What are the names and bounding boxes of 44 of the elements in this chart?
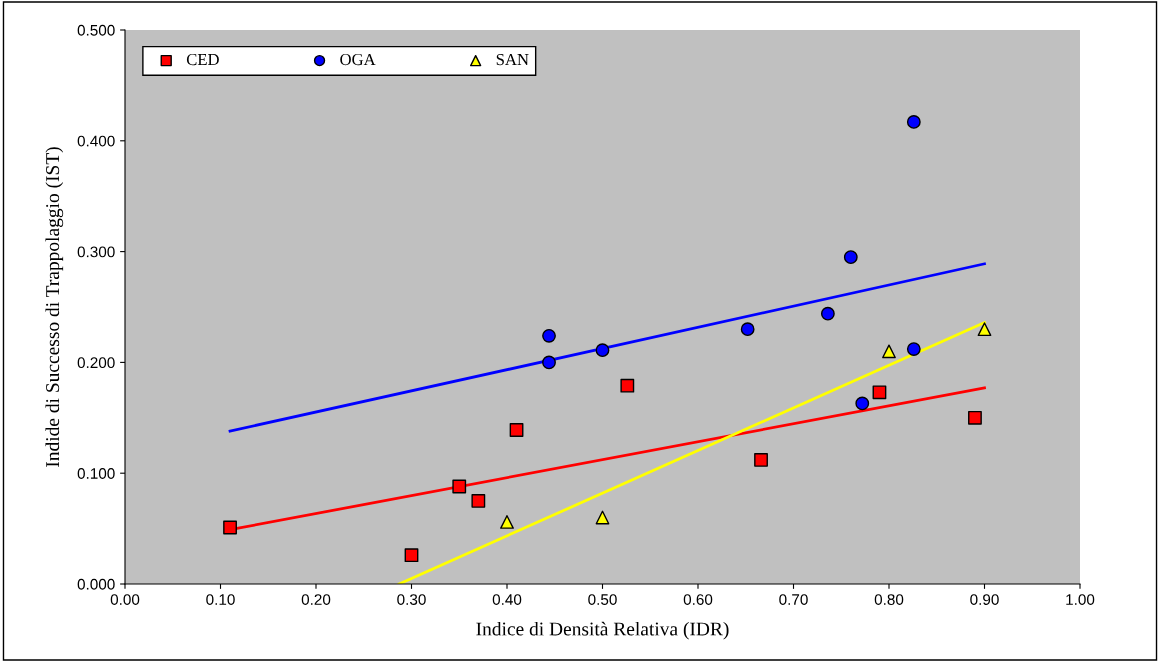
x-tick-label: 0.20 xyxy=(301,594,331,605)
x-tick-label: 0.80 xyxy=(874,594,904,605)
y-tick-label: 0.200 xyxy=(77,357,115,369)
x-tick-label: 0.00 xyxy=(110,594,140,605)
legend-label: SAN xyxy=(496,53,529,66)
x-tick-label: 0.40 xyxy=(492,594,522,605)
y-tick-label: 0.300 xyxy=(77,246,115,258)
point xyxy=(968,410,982,425)
point xyxy=(843,250,858,265)
point xyxy=(855,396,870,411)
point xyxy=(754,452,768,467)
point xyxy=(542,355,556,370)
point xyxy=(872,385,887,400)
point xyxy=(404,548,419,563)
x-tick-label: 0.90 xyxy=(970,594,999,605)
point xyxy=(882,344,896,359)
y-tick-label: 0.000 xyxy=(77,578,115,590)
point xyxy=(595,510,610,525)
point xyxy=(471,493,486,508)
y-tick-label: 0.100 xyxy=(77,468,115,479)
x-tick-label: 0.10 xyxy=(206,594,235,605)
point xyxy=(500,515,514,529)
point xyxy=(509,423,524,437)
point xyxy=(906,115,921,129)
point xyxy=(542,328,556,343)
point xyxy=(977,322,992,337)
point xyxy=(620,378,635,393)
point xyxy=(223,520,237,535)
point xyxy=(820,306,835,321)
y-tick-label: 0.400 xyxy=(77,135,115,147)
point xyxy=(452,479,467,494)
y-axis-title: Indide di Successo di Trappolaggio (IST) xyxy=(45,147,64,467)
x-tick-label: 0.60 xyxy=(683,594,713,605)
x-tick-label: 0.50 xyxy=(588,594,617,605)
legend-label: CED xyxy=(186,53,219,66)
point xyxy=(740,322,755,337)
x-tick-label: 0.70 xyxy=(779,594,808,605)
legend-label: OGA xyxy=(340,53,376,66)
point xyxy=(595,343,610,358)
point xyxy=(906,342,921,357)
x-axis-title: Indice di Densità Relativa (IDR) xyxy=(476,621,729,640)
x-tick-label: 1.00 xyxy=(1066,594,1095,605)
x-tick-label: 0.30 xyxy=(397,594,426,605)
y-tick-label: 0.500 xyxy=(77,24,115,36)
